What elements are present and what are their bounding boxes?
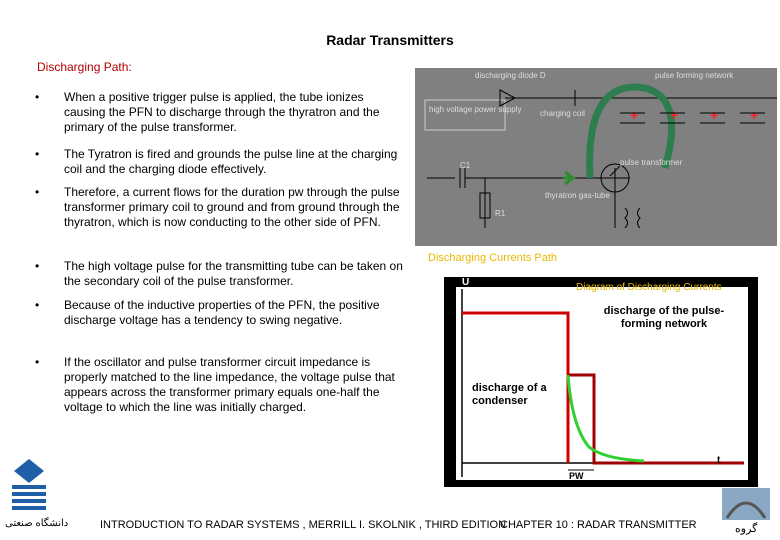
circuit-diagram: + + + + discharging diode D pulse forming ne… [415, 68, 777, 246]
circuit-label: discharging diode D [475, 71, 546, 80]
pfn-label: discharge of the pulse-forming network [603, 305, 725, 330]
condenser-label: discharge of a condenser [472, 382, 547, 407]
y-axis-label: U [462, 277, 469, 288]
bullet-marker: • [35, 355, 40, 369]
bullet-text: When a positive trigger pulse is applied… [64, 90, 380, 134]
reference: INTRODUCTION TO RADAR SYSTEMS , MERRILL … [100, 519, 507, 531]
bullet-marker: • [35, 90, 40, 104]
circuit-label: pulse transformer [620, 158, 683, 167]
circuit-label: R1 [495, 209, 506, 218]
bullet-text: Therefore, a current flows for the durat… [64, 185, 400, 229]
bullet-marker: • [35, 259, 40, 273]
circuit-label: charging coil [540, 109, 585, 118]
graph-title: Diagram of Discharging Currents [576, 282, 722, 293]
bullet-text: If the oscillator and pulse transformer … [64, 355, 395, 414]
title: Radar Transmitters [326, 32, 454, 48]
circuit-label: thyratron gas-tube [545, 191, 610, 200]
bullet-marker: • [35, 298, 40, 312]
bullet-marker: • [35, 147, 40, 161]
svg-text:+: + [670, 107, 678, 123]
bullet-marker: • [35, 185, 40, 199]
subtitle: Discharging Path: [37, 60, 132, 74]
chapter: CHAPTER 10 : RADAR TRANSMITTER [500, 519, 697, 531]
bullet-text: Because of the inductive properties of t… [64, 298, 380, 327]
circuit-label: C1 [460, 161, 471, 170]
group-label: گروه [735, 523, 758, 535]
circuit-label: pulse forming network [655, 71, 734, 80]
svg-text:+: + [750, 107, 758, 123]
svg-text:+: + [630, 107, 638, 123]
circuit-caption: Discharging Currents Path [428, 252, 558, 264]
x-axis-label: t [717, 455, 721, 466]
bullet-text: The high voltage pulse for the transmitt… [64, 259, 403, 288]
circuit-label: high voltage power supply [429, 105, 522, 114]
group-image [722, 488, 770, 520]
pw-label: PW [569, 471, 584, 481]
discharge-graph: U t PW Diagram of Discharging Currents d… [444, 277, 758, 487]
bullet-text: The Tyratron is fired and grounds the pu… [64, 147, 398, 176]
university-name: دانشگاه صنعتی [5, 518, 69, 529]
university-logo [8, 457, 50, 515]
svg-text:+: + [710, 107, 718, 123]
